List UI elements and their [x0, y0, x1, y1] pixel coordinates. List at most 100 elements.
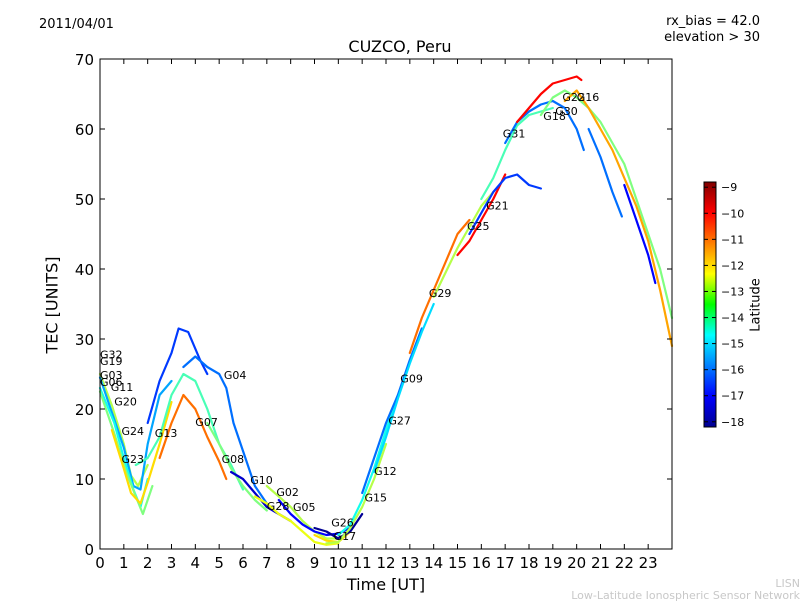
colorbar-tick-label: −9 [721, 181, 737, 194]
y-tick-label: 40 [75, 261, 94, 279]
colorbar [703, 181, 717, 428]
y-axis: 0 10 20 30 40 50 60 70 [75, 51, 672, 559]
satellite-label-g09: G09 [400, 372, 423, 385]
satellite-label-g08: G08 [222, 453, 245, 466]
satellite-label-g28: G28 [267, 500, 290, 513]
y-tick-label: 70 [75, 51, 94, 69]
satellite-label-g32: G32 [100, 349, 123, 362]
x-tick-label: 3 [167, 554, 177, 572]
x-tick-label: 12 [376, 554, 395, 572]
x-tick-label: 23 [639, 554, 658, 572]
satellite-label-g21: G21 [486, 200, 509, 213]
colorbar-tick-label: −12 [721, 259, 744, 272]
series-g18 [480, 106, 554, 201]
x-tick-label: 13 [400, 554, 419, 572]
x-tick-label: 20 [567, 554, 586, 572]
y-tick-label: 0 [84, 541, 94, 559]
series-g28 [253, 495, 340, 546]
satellite-label-g11: G11 [111, 381, 134, 394]
x-tick-label: 9 [310, 554, 320, 572]
x-tick-label: 0 [95, 554, 105, 572]
satellite-label-g24: G24 [122, 425, 145, 438]
colorbar-tick-label: −10 [721, 207, 744, 220]
x-tick-label: 21 [591, 554, 610, 572]
satellite-label-g18: G18 [543, 110, 566, 123]
credit-short: LISN [775, 577, 800, 590]
series-g26 [313, 530, 352, 544]
satellite-label-g20: G20 [114, 396, 137, 409]
series-g06 [623, 183, 657, 285]
series-g09 [373, 302, 435, 474]
satellite-label-g22: G22 [562, 91, 585, 104]
colorbar-tick-label: −11 [721, 233, 744, 246]
x-tick-label: 4 [191, 554, 201, 572]
series-g25 [432, 190, 495, 299]
series-g16 [539, 89, 674, 320]
x-tick-label: 18 [519, 554, 538, 572]
colorbar-tick-label: −15 [721, 338, 744, 351]
chart-title: CUZCO, Peru [348, 37, 452, 56]
series-g11 [98, 390, 154, 516]
series-g32 [563, 89, 674, 348]
series-g14 [587, 127, 623, 218]
series-g31 [468, 173, 542, 236]
credit-long: Low-Latitude Ionospheric Sensor Network [571, 589, 800, 602]
satellite-label-g13: G13 [155, 427, 178, 440]
x-tick-label: 5 [214, 554, 224, 572]
x-tick-label: 16 [472, 554, 491, 572]
elevation-label: elevation > 30 [664, 30, 760, 45]
rx-bias-label: rx_bias = 42.0 [666, 14, 760, 29]
series-g02 [265, 484, 340, 540]
series-g27 [361, 327, 423, 495]
satellite-label-g03: G03 [100, 369, 123, 382]
colorbar-tick-label: −14 [721, 312, 744, 325]
satellite-label-g05: G05 [293, 501, 316, 514]
satellite-label-g04: G04 [224, 369, 247, 382]
y-tick-label: 30 [75, 331, 94, 349]
series-g22 [516, 75, 583, 124]
y-tick-label: 60 [75, 121, 94, 139]
series-g12 [337, 393, 399, 537]
series-g04 [182, 355, 268, 505]
series-layer [98, 75, 674, 546]
x-tick-label: 8 [286, 554, 296, 572]
x-tick-label: 6 [238, 554, 248, 572]
satellite-label-g27: G27 [388, 414, 411, 427]
x-axis: 0 1 2 3 4 5 6 7 8 9 10 11 12 13 14 15 16 17 18 19 20 21 22 23 [95, 59, 658, 572]
satellite-label-g15: G15 [365, 491, 388, 504]
series-g17 [313, 512, 364, 540]
satellite-label-g06: G06 [100, 376, 123, 389]
satellite-label-g26: G26 [331, 517, 354, 530]
date-label: 2011/04/01 [39, 17, 114, 32]
x-axis-label: Time [UT] [346, 575, 426, 594]
series-g07 [158, 393, 228, 481]
series-g21 [456, 173, 507, 257]
satellite-label-g31: G31 [503, 127, 526, 140]
y-tick-label: 10 [75, 471, 94, 489]
x-tick-label: 7 [262, 554, 272, 572]
satellite-label-g12: G12 [374, 465, 397, 478]
series-g15 [325, 442, 388, 545]
x-tick-label: 19 [543, 554, 562, 572]
satellite-label-g07: G07 [195, 416, 218, 429]
satellite-label-g29: G29 [429, 287, 452, 300]
satellite-label-g02: G02 [276, 486, 299, 499]
colorbar-tick-label: −17 [721, 390, 744, 403]
satellite-label-g30: G30 [555, 105, 578, 118]
series-g08 [206, 421, 268, 512]
satellite-label-g23: G23 [122, 453, 145, 466]
satellite-label-g25: G25 [467, 220, 490, 233]
series-g19 [98, 376, 173, 491]
x-tick-label: 11 [353, 554, 372, 572]
satellite-label-g17: G17 [334, 530, 357, 543]
x-tick-label: 14 [424, 554, 443, 572]
x-tick-label: 10 [329, 554, 348, 572]
colorbar-tick-label: −13 [721, 285, 744, 298]
satellite-label-g16: G16 [577, 91, 600, 104]
x-tick-label: 22 [615, 554, 634, 572]
series-g29 [408, 218, 471, 355]
satellite-label-g10: G10 [250, 474, 273, 487]
x-tick-label: 1 [119, 554, 129, 572]
